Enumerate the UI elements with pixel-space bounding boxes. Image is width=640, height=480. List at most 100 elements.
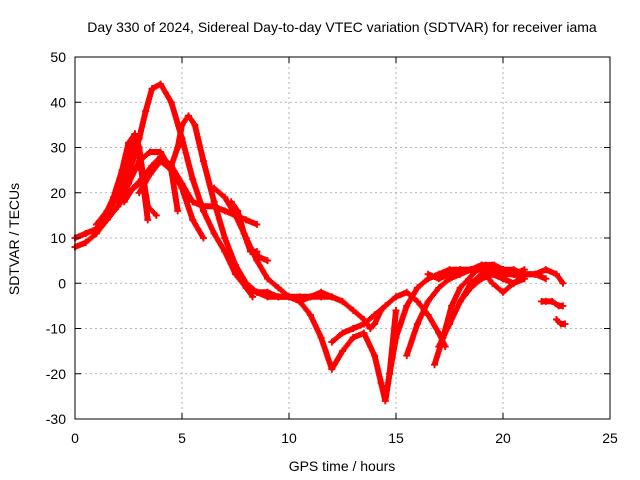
- data-point: [274, 293, 282, 301]
- data-point: [285, 293, 293, 301]
- data-point: [349, 334, 357, 342]
- data-point: [174, 207, 182, 215]
- data-point: [413, 284, 421, 292]
- data-point: [199, 234, 207, 242]
- data-point: [403, 352, 411, 360]
- data-point: [553, 270, 560, 278]
- data-point: [148, 85, 156, 93]
- data-point: [349, 306, 357, 314]
- data-point: [510, 266, 518, 274]
- data-point: [467, 284, 475, 292]
- data-point: [499, 266, 507, 274]
- data-point: [178, 121, 186, 129]
- data-point: [167, 166, 175, 174]
- data-point: [174, 144, 182, 151]
- data-point: [403, 302, 411, 310]
- data-point: [144, 202, 152, 210]
- data-point: [542, 266, 550, 274]
- data-point: [467, 266, 475, 274]
- data-point: [424, 297, 432, 305]
- data-point: [377, 379, 385, 387]
- data-point: [448, 302, 456, 310]
- data-point: [199, 157, 207, 165]
- y-tick-label: -20: [46, 366, 66, 382]
- data-point: [424, 270, 432, 278]
- data-point: [488, 279, 496, 287]
- data-point: [339, 347, 346, 355]
- series-arc-22: [553, 315, 569, 328]
- y-tick-label: -30: [46, 411, 66, 427]
- y-tick-label: -10: [46, 321, 66, 337]
- data-point: [114, 189, 122, 197]
- data-point: [232, 261, 239, 269]
- data-point: [413, 320, 421, 328]
- data-point: [413, 297, 421, 305]
- data-point: [210, 184, 218, 192]
- data-point: [431, 361, 439, 369]
- data-point: [559, 302, 567, 310]
- data-point: [339, 329, 346, 337]
- data-point: [184, 112, 192, 120]
- data-point: [520, 270, 528, 278]
- data-point: [135, 189, 143, 197]
- axis-ticks: -30 -20 -10 0 10 20 30 40 50 0 5 10 15 20 25: [46, 49, 618, 446]
- data-point: [189, 175, 197, 183]
- data-point: [135, 144, 143, 151]
- data-point: [120, 198, 128, 206]
- data-point: [542, 275, 550, 283]
- y-tick-label: 40: [50, 94, 66, 110]
- data-point: [253, 220, 261, 228]
- series-arc-21: [538, 297, 567, 310]
- data-point: [131, 130, 139, 138]
- data-point: [456, 297, 464, 305]
- data-point: [146, 171, 154, 179]
- series-arc-13: [328, 288, 449, 351]
- y-tick-label: 30: [50, 140, 66, 156]
- data-point: [191, 121, 199, 129]
- data-point: [199, 202, 207, 210]
- data-point: [306, 293, 314, 301]
- data-point: [542, 297, 550, 305]
- data-point: [82, 229, 90, 237]
- data-point: [548, 297, 556, 305]
- data-point: [135, 157, 143, 165]
- data-point: [234, 207, 242, 215]
- data-point: [360, 320, 368, 328]
- data-point: [435, 275, 443, 283]
- data-point: [152, 211, 160, 219]
- y-tick-label: 0: [58, 275, 66, 291]
- series-markers: [243, 284, 399, 404]
- data-point: [328, 365, 336, 373]
- data-point: [446, 270, 453, 278]
- data-point: [221, 193, 229, 201]
- series-arc-10: [227, 198, 272, 265]
- data-point: [328, 338, 336, 346]
- series-arc-11: [242, 284, 400, 405]
- data-point: [456, 266, 464, 274]
- data-point: [488, 270, 496, 278]
- data-point: [82, 239, 90, 247]
- data-point: [264, 275, 272, 283]
- data-point: [306, 311, 314, 319]
- data-point: [465, 275, 473, 283]
- data-point: [240, 229, 248, 237]
- data-point: [242, 216, 250, 224]
- data-point: [227, 198, 235, 206]
- data-point: [189, 198, 197, 206]
- data-point: [499, 275, 507, 283]
- data-point: [144, 216, 152, 224]
- data-point: [510, 279, 518, 287]
- data-point: [392, 293, 400, 301]
- data-point: [435, 343, 443, 351]
- data-point: [478, 275, 486, 283]
- y-tick-label: 10: [50, 230, 66, 246]
- data-point: [478, 261, 486, 269]
- data-point: [435, 284, 443, 292]
- data-point: [553, 315, 560, 323]
- data-point: [178, 184, 186, 192]
- data-point: [264, 257, 272, 265]
- data-point: [531, 270, 539, 278]
- data-point: [296, 297, 304, 305]
- data-point: [125, 180, 132, 188]
